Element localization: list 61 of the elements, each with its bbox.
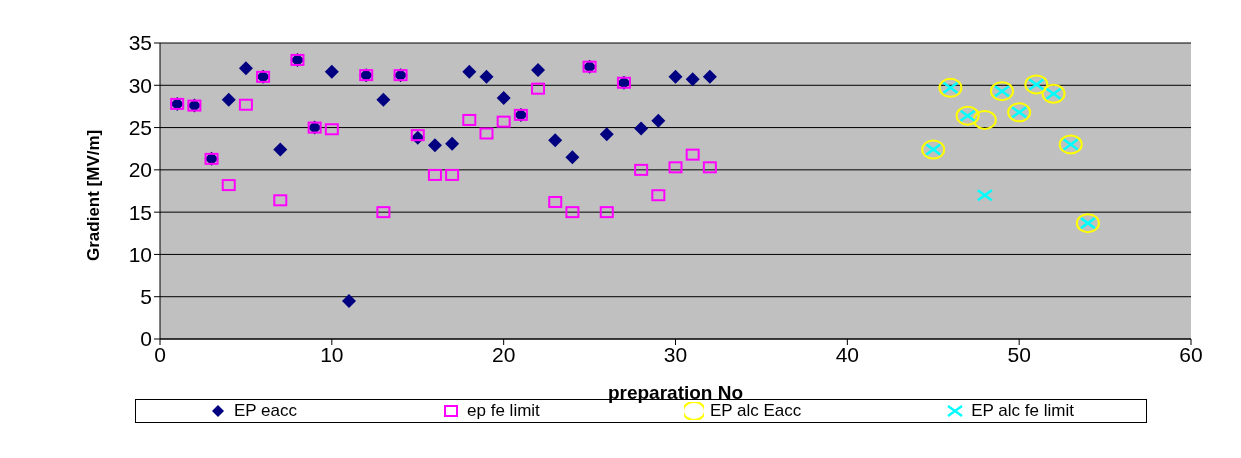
point (668, 161, 683, 174)
legend-label: EP alc fe limit (971, 401, 1074, 421)
point (702, 161, 717, 174)
point (531, 63, 546, 78)
point (479, 69, 494, 84)
legend-label: EP eacc (234, 401, 298, 421)
point (376, 92, 391, 107)
point (273, 194, 288, 207)
y-tick-label: 20 (128, 158, 152, 182)
point (531, 82, 546, 95)
y-tick-label: 30 (128, 73, 152, 97)
point (342, 293, 357, 308)
point (427, 168, 442, 181)
point (685, 72, 700, 87)
y-tick-label: 35 (128, 31, 152, 55)
y-tick-label: 15 (128, 200, 152, 224)
x-tick-label: 20 (491, 342, 516, 366)
point (238, 98, 253, 111)
x-tick-label: 30 (663, 342, 688, 366)
point (445, 168, 460, 181)
x-axis-title: preparation No (607, 382, 744, 403)
point (548, 133, 563, 148)
point (496, 115, 511, 128)
point (634, 163, 649, 176)
y-tick-label: 25 (128, 116, 152, 140)
point (324, 123, 339, 136)
point (548, 195, 563, 208)
point (462, 113, 477, 126)
point (634, 121, 649, 136)
point (376, 206, 391, 219)
y-tick-label: 0 (140, 327, 152, 351)
legend-label: ep fe limit (467, 401, 540, 421)
x-tick-label: 10 (320, 342, 344, 366)
point (668, 69, 683, 84)
y-tick-label: 5 (140, 285, 152, 309)
point (599, 127, 614, 142)
point (462, 64, 477, 79)
point (685, 148, 700, 161)
point (221, 179, 236, 192)
point (221, 92, 236, 107)
point (324, 64, 339, 79)
point (565, 206, 580, 219)
y-axis-title: Gradient [MV/m] (84, 129, 104, 261)
point (427, 138, 442, 153)
point (445, 136, 460, 151)
x-tick-label: 60 (1179, 342, 1203, 366)
point (565, 150, 580, 165)
point (479, 127, 494, 140)
point (651, 189, 666, 202)
point (651, 113, 666, 128)
point (702, 69, 717, 84)
legend-label: EP alc Eacc (709, 401, 802, 421)
y-tick-label: 10 (128, 242, 152, 266)
point (972, 109, 997, 130)
x-tick-label: 50 (1007, 342, 1031, 366)
x-tick-label: 40 (835, 342, 860, 366)
point (496, 90, 511, 105)
point (599, 206, 614, 219)
point (238, 61, 253, 76)
point (273, 142, 288, 157)
point (976, 188, 994, 202)
